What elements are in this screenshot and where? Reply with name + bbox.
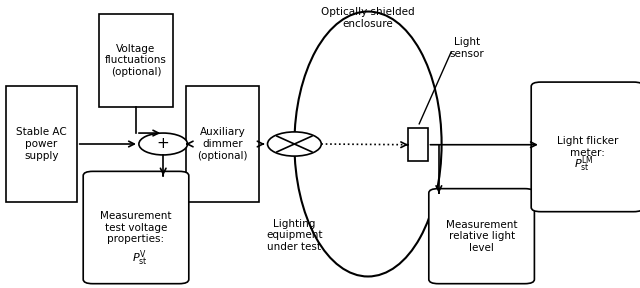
Text: Light flicker
meter:: Light flicker meter: [557, 136, 618, 158]
FancyBboxPatch shape [429, 189, 534, 284]
Text: Measurement
relative light
level: Measurement relative light level [446, 219, 517, 253]
Text: Auxiliary
dimmer
(optional): Auxiliary dimmer (optional) [197, 127, 248, 161]
FancyBboxPatch shape [6, 86, 77, 202]
Text: $P_{\mathrm{st}}^{\mathrm{V}}$: $P_{\mathrm{st}}^{\mathrm{V}}$ [132, 248, 148, 268]
Text: Voltage
fluctuations
(optional): Voltage fluctuations (optional) [105, 44, 167, 77]
Text: $P_{\mathrm{st}}^{\mathrm{LM}}$: $P_{\mathrm{st}}^{\mathrm{LM}}$ [574, 154, 593, 174]
Text: Lighting
equipment
under test: Lighting equipment under test [266, 219, 323, 252]
FancyBboxPatch shape [99, 14, 173, 107]
FancyBboxPatch shape [83, 171, 189, 284]
Circle shape [139, 133, 188, 155]
Circle shape [268, 132, 321, 156]
Text: Optically shielded
enclosure: Optically shielded enclosure [321, 7, 415, 29]
FancyBboxPatch shape [531, 82, 640, 212]
Text: Measurement
test voltage
properties:: Measurement test voltage properties: [100, 211, 172, 244]
Text: Light
sensor: Light sensor [450, 37, 484, 59]
Text: Stable AC
power
supply: Stable AC power supply [16, 127, 67, 161]
FancyBboxPatch shape [408, 128, 428, 161]
FancyBboxPatch shape [186, 86, 259, 202]
Text: +: + [157, 137, 170, 151]
